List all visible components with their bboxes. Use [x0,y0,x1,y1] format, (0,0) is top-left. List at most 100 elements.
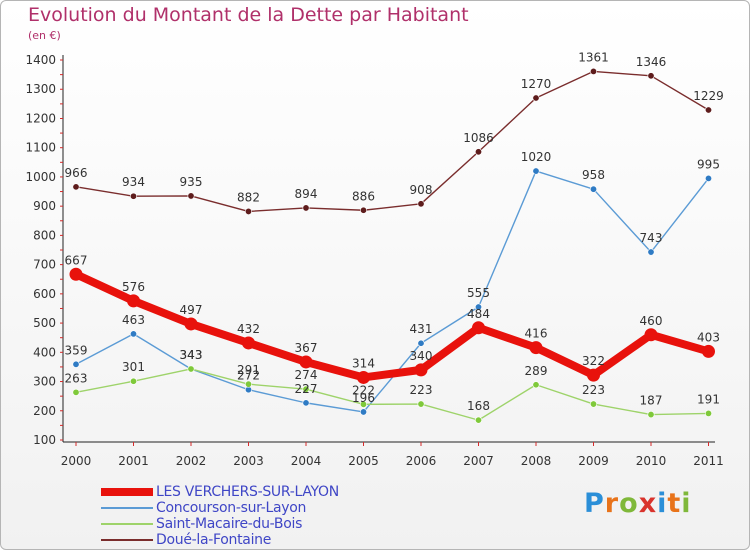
data-label: 340 [410,349,433,363]
data-label: 497 [180,303,203,317]
y-tick-label: 400 [33,345,56,359]
data-label: 743 [640,231,663,245]
data-point [72,388,80,396]
data-label: 667 [65,253,88,267]
legend-swatch [101,539,153,541]
data-point [532,381,540,389]
x-tick-label: 2009 [578,454,609,468]
y-tick-label: 600 [33,287,56,301]
y-tick-label: 1100 [25,141,56,155]
data-label: 1086 [463,131,494,145]
data-point [69,267,83,281]
x-tick-label: 2001 [118,454,149,468]
data-point [704,174,712,182]
data-point [474,303,482,311]
axes: 100 200 300 400 500 600 700 800 900 1000 1100 1200 1… [25,53,723,468]
data-point [417,200,425,208]
legend-swatch [101,523,153,525]
data-point [647,248,655,256]
data-label: 995 [697,157,720,171]
data-label: 222 [352,383,375,397]
data-point [245,380,253,388]
data-point [589,67,597,75]
data-label: 935 [180,175,203,189]
data-label: 966 [65,166,88,180]
data-point [130,330,138,338]
data-point [302,204,310,212]
data-label: 1270 [521,77,552,91]
y-tick-label: 300 [33,375,56,389]
data-label: 291 [237,363,260,377]
data-label: 367 [295,341,318,355]
data-label: 191 [697,392,720,406]
data-label: 223 [582,383,605,397]
y-tick-label: 800 [33,228,56,242]
data-label: 223 [410,383,433,397]
data-point [72,183,80,191]
series-line [72,270,713,382]
x-tick-label: 2011 [693,454,724,468]
data-point [245,207,253,215]
data-point [472,321,485,335]
logo-letter: P [584,488,605,519]
data-label: 416 [525,327,548,341]
x-tick-label: 2000 [61,454,92,468]
x-tick-label: 2010 [636,454,667,468]
data-point [417,339,425,347]
data-point [474,148,482,156]
data-label: 1229 [693,89,724,103]
data-point [72,360,80,368]
data-label: 359 [65,343,88,357]
series-line [75,368,710,421]
data-point [299,355,313,369]
data-point [130,377,138,385]
data-label: 460 [640,314,663,328]
logo-letter: t [667,488,682,519]
data-point [647,72,655,80]
data-point [359,400,367,408]
data-label: 187 [640,394,663,408]
data-point [417,400,425,408]
data-point [359,408,367,416]
data-label: 343 [180,348,203,362]
y-tick-label: 200 [33,404,56,418]
data-label: 958 [582,168,605,182]
data-point [647,411,655,419]
data-point [529,341,543,355]
data-point [589,400,597,408]
data-point [302,385,310,393]
chart-title: Evolution du Montant de la Dette par Hab… [28,4,469,26]
data-label: 555 [467,286,490,300]
logo-letter: r [604,488,620,519]
data-label: 1346 [636,55,667,69]
x-tick-label: 2005 [348,454,379,468]
data-label: 432 [237,322,260,336]
data-label: 289 [525,364,548,378]
proxiti-logo: Proxiti [584,488,692,519]
series-line [75,70,710,213]
data-point [242,336,255,350]
legend-swatch [101,488,153,496]
data-point [130,192,138,200]
data-label: 431 [410,322,433,336]
data-point [532,94,540,102]
data-label: 314 [352,356,375,370]
data-label: 403 [697,330,720,344]
data-label: 301 [122,360,145,374]
legend-label: Doué-la-Fontaine [156,532,272,548]
data-point [702,344,715,358]
logo-letter: i [681,488,692,519]
y-tick-label: 1300 [25,82,56,96]
data-label: 576 [122,280,145,294]
data-label: 322 [582,354,605,368]
data-label: 882 [237,190,260,204]
data-label: 343 [180,348,203,362]
data-point [644,328,658,342]
logo-letter: o [619,488,639,519]
data-label: 934 [122,175,145,189]
data-point [589,185,597,193]
data-label: 168 [467,399,490,413]
x-tick-label: 2007 [463,454,494,468]
y-tick-label: 1200 [25,111,56,125]
